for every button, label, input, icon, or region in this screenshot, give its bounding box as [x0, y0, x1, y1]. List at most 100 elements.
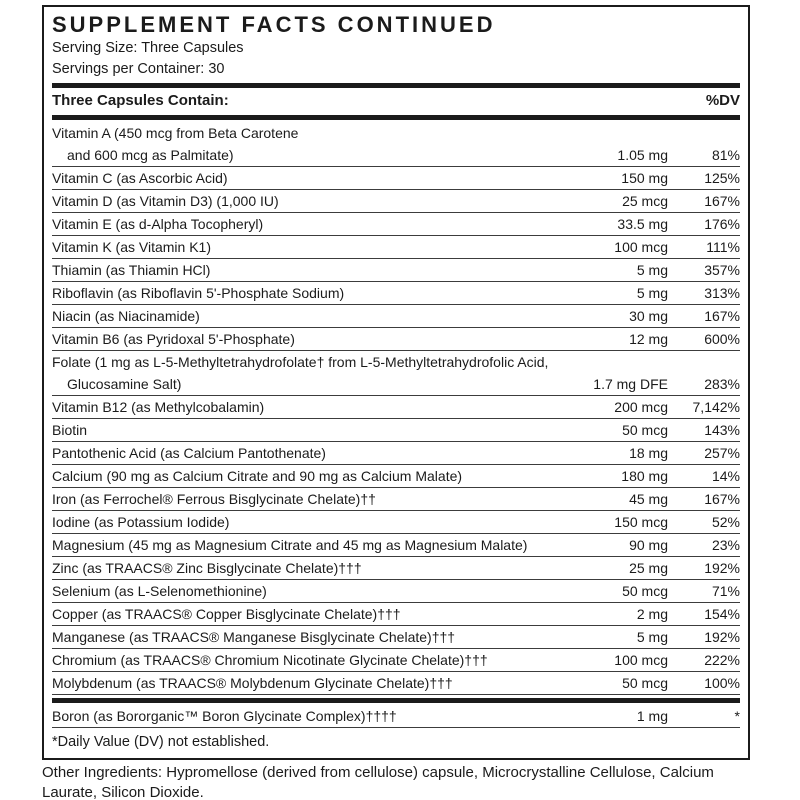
- row-name: Folate (1 mg as L-5-Methyltetrahydrofola…: [52, 351, 563, 395]
- row-name-line1: Iron (as Ferrochel® Ferrous Bisglycinate…: [52, 491, 376, 507]
- row-name-line1: Biotin: [52, 422, 88, 438]
- row-amount: 50 mcg: [622, 583, 668, 599]
- row-dv: 125%: [704, 170, 740, 186]
- row-amount: 5 mg: [636, 629, 668, 645]
- row-name-line1: Vitamin D (as Vitamin D3) (1,000 IU): [52, 193, 279, 209]
- row-name-line1: Chromium (as TRAACS® Chromium Nicotinate…: [52, 652, 488, 668]
- facts-title: SUPPLEMENT FACTS CONTINUED: [52, 12, 496, 37]
- row-dv: 283%: [704, 376, 740, 392]
- row-name: Biotin: [52, 419, 563, 441]
- row-name: Calcium (90 mg as Calcium Citrate and 90…: [52, 465, 563, 487]
- row-amount: 1.05 mg: [617, 147, 668, 163]
- servings-per-container: Servings per Container: 30: [52, 61, 225, 77]
- other-ingredients: Other Ingredients: Hypromellose (derived…: [42, 764, 714, 800]
- divider-bar-header: [52, 115, 740, 120]
- row-name: Vitamin B12 (as Methylcobalamin): [52, 396, 563, 418]
- row-amount: 45 mg: [629, 491, 668, 507]
- divider-bar-top: [52, 83, 740, 88]
- row-name-line1: Selenium (as L-Selenomethionine): [52, 583, 267, 599]
- row-name: Manganese (as TRAACS® Manganese Bisglyci…: [52, 626, 563, 648]
- row-name: Boron (as Bororganic™ Boron Glycinate Co…: [52, 708, 397, 724]
- row-amount: 100 mcg: [614, 239, 668, 255]
- table-row: Iron (as Ferrochel® Ferrous Bisglycinate…: [52, 488, 740, 511]
- row-dv: 52%: [711, 514, 740, 530]
- row-name: Iron (as Ferrochel® Ferrous Bisglycinate…: [52, 488, 563, 510]
- row-name-line1: Molybdenum (as TRAACS® Molybdenum Glycin…: [52, 675, 453, 691]
- row-name-line1: Iodine (as Potassium Iodide): [52, 514, 230, 530]
- row-amount: 1.7 mg DFE: [593, 376, 668, 392]
- boron-row: Boron (as Bororganic™ Boron Glycinate Co…: [52, 705, 740, 728]
- row-amount: 150 mcg: [614, 514, 668, 530]
- row-name-line1: Riboflavin (as Riboflavin 5'-Phosphate S…: [52, 285, 345, 301]
- row-dv: *: [734, 708, 740, 724]
- row-name: Pantothenic Acid (as Calcium Pantothenat…: [52, 442, 563, 464]
- row-amount: 12 mg: [629, 331, 668, 347]
- table-row: Vitamin B12 (as Methylcobalamin) 200 mcg…: [52, 396, 740, 419]
- table-row: Manganese (as TRAACS® Manganese Bisglyci…: [52, 626, 740, 649]
- row-dv: 7,142%: [692, 399, 740, 415]
- row-name: Copper (as TRAACS® Copper Bisglycinate C…: [52, 603, 563, 625]
- row-dv: 154%: [704, 606, 740, 622]
- divider-bar-boron: [52, 698, 740, 703]
- dv-footnote: *Daily Value (DV) not established.: [52, 734, 270, 750]
- row-name-line1: Niacin (as Niacinamide): [52, 308, 200, 324]
- row-dv: 167%: [704, 193, 740, 209]
- table-row: Thiamin (as Thiamin HCl) 5 mg 357%: [52, 259, 740, 282]
- table-row: Vitamin C (as Ascorbic Acid) 150 mg 125%: [52, 167, 740, 190]
- row-dv: 357%: [704, 262, 740, 278]
- row-name: Vitamin C (as Ascorbic Acid): [52, 167, 563, 189]
- row-name: Iodine (as Potassium Iodide): [52, 511, 563, 533]
- row-dv: 23%: [711, 537, 740, 553]
- row-dv: 192%: [704, 629, 740, 645]
- row-dv: 257%: [704, 445, 740, 461]
- nutrient-rows: Vitamin A (450 mcg from Beta Carotene an…: [52, 122, 740, 695]
- contain-label: Three Capsules Contain:: [52, 92, 229, 109]
- row-name-line1: Manganese (as TRAACS® Manganese Bisglyci…: [52, 629, 456, 645]
- table-row: Vitamin D (as Vitamin D3) (1,000 IU) 25 …: [52, 190, 740, 213]
- table-row: Selenium (as L-Selenomethionine) 50 mcg …: [52, 580, 740, 603]
- row-name: Selenium (as L-Selenomethionine): [52, 580, 563, 602]
- row-amount: 2 mg: [636, 606, 668, 622]
- row-amount: 18 mg: [629, 445, 668, 461]
- row-amount: 180 mg: [621, 468, 668, 484]
- table-row: Vitamin B6 (as Pyridoxal 5'-Phosphate) 1…: [52, 328, 740, 351]
- contain-header: Three Capsules Contain: %DV: [52, 90, 740, 112]
- row-name: Niacin (as Niacinamide): [52, 305, 563, 327]
- row-name-line1: Vitamin B12 (as Methylcobalamin): [52, 399, 265, 415]
- row-name-line1: Vitamin B6 (as Pyridoxal 5'-Phosphate): [52, 331, 295, 347]
- row-dv: 111%: [706, 239, 740, 255]
- row-name-line2: Glucosamine Salt): [67, 376, 182, 392]
- table-row: Iodine (as Potassium Iodide) 150 mcg 52%: [52, 511, 740, 534]
- row-name: Molybdenum (as TRAACS® Molybdenum Glycin…: [52, 672, 563, 694]
- table-row: Calcium (90 mg as Calcium Citrate and 90…: [52, 465, 740, 488]
- row-name: Vitamin A (450 mcg from Beta Carotene an…: [52, 122, 563, 166]
- table-row: Folate (1 mg as L-5-Methyltetrahydrofola…: [52, 351, 740, 396]
- row-name-line1: Vitamin E (as d-Alpha Tocopheryl): [52, 216, 264, 232]
- row-name-line1: Magnesium (45 mg as Magnesium Citrate an…: [52, 537, 528, 553]
- row-amount: 50 mcg: [622, 422, 668, 438]
- row-dv: 81%: [711, 147, 740, 163]
- table-row: Vitamin K (as Vitamin K1) 100 mcg 111%: [52, 236, 740, 259]
- row-amount: 5 mg: [636, 285, 668, 301]
- row-amount: 90 mg: [629, 537, 668, 553]
- table-row: Chromium (as TRAACS® Chromium Nicotinate…: [52, 649, 740, 672]
- row-dv: 167%: [704, 308, 740, 324]
- table-row: Vitamin E (as d-Alpha Tocopheryl) 33.5 m…: [52, 213, 740, 236]
- table-row: Copper (as TRAACS® Copper Bisglycinate C…: [52, 603, 740, 626]
- row-name: Riboflavin (as Riboflavin 5'-Phosphate S…: [52, 282, 563, 304]
- row-dv: 176%: [704, 216, 740, 232]
- table-row: Magnesium (45 mg as Magnesium Citrate an…: [52, 534, 740, 557]
- table-row: Riboflavin (as Riboflavin 5'-Phosphate S…: [52, 282, 740, 305]
- table-row: Biotin 50 mcg 143%: [52, 419, 740, 442]
- row-amount: 150 mg: [621, 170, 668, 186]
- row-amount: 25 mg: [629, 560, 668, 576]
- row-name-line1: Vitamin C (as Ascorbic Acid): [52, 170, 228, 186]
- row-name-line1: Vitamin K (as Vitamin K1): [52, 239, 211, 255]
- row-amount: 30 mg: [629, 308, 668, 324]
- table-row: Vitamin A (450 mcg from Beta Carotene an…: [52, 122, 740, 167]
- row-name: Zinc (as TRAACS® Zinc Bisglycinate Chela…: [52, 557, 563, 579]
- row-dv: 192%: [704, 560, 740, 576]
- row-amount: 200 mcg: [614, 399, 668, 415]
- row-name-line1: Calcium (90 mg as Calcium Citrate and 90…: [52, 468, 463, 484]
